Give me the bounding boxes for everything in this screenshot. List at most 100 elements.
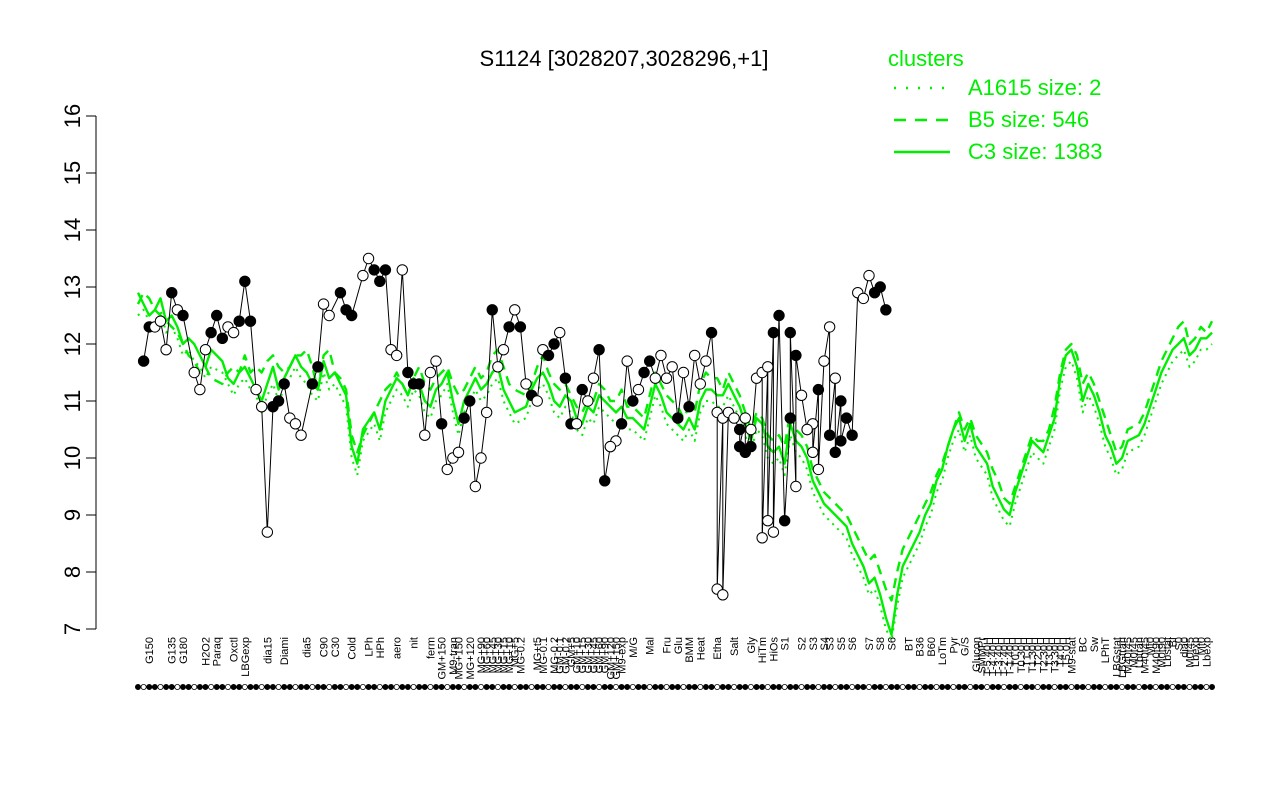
x-marker xyxy=(731,684,738,691)
data-point xyxy=(767,526,780,538)
data-point xyxy=(256,401,268,413)
x-marker xyxy=(253,684,260,691)
data-point xyxy=(469,480,482,493)
x-marker xyxy=(759,684,766,691)
x-tick-label: MG+10 xyxy=(504,637,516,673)
x-tick-label: Glu xyxy=(673,637,685,654)
x-tick-label: GM+150 xyxy=(437,637,449,680)
x-marker xyxy=(764,684,771,691)
x-marker xyxy=(1113,684,1120,691)
x-tick-label: MG+t5 xyxy=(532,637,544,670)
x-marker xyxy=(269,684,276,691)
data-point xyxy=(784,412,796,424)
y-tick-label: 7 xyxy=(60,623,85,635)
x-marker xyxy=(607,684,614,691)
series-line xyxy=(137,308,1213,642)
x-marker xyxy=(208,684,215,691)
x-marker xyxy=(416,684,423,691)
x-tick-label: GM+15 xyxy=(577,637,589,673)
data-point xyxy=(677,366,690,379)
x-tick-label: Sw xyxy=(1089,637,1101,652)
x-marker xyxy=(168,684,175,691)
data-point xyxy=(818,355,830,367)
data-point xyxy=(666,361,678,373)
x-tick-label: MG+15 xyxy=(498,637,510,673)
x-tick-label: Lbtran xyxy=(1134,637,1146,668)
x-marker xyxy=(191,684,198,691)
x-marker xyxy=(882,684,889,691)
data-point xyxy=(486,304,498,316)
points-layer xyxy=(137,252,892,601)
data-point xyxy=(812,383,825,396)
x-tick-label: GM+90 xyxy=(600,637,612,673)
x-tick-label: T-1.40H xyxy=(1005,637,1017,676)
x-tick-label: BMM xyxy=(684,637,696,663)
x-tick-label: GM+30 xyxy=(583,637,595,673)
data-point xyxy=(638,366,650,379)
x-marker xyxy=(950,684,957,691)
x-marker xyxy=(455,684,462,691)
x-marker xyxy=(399,684,406,691)
data-point xyxy=(554,326,566,339)
x-marker xyxy=(624,684,631,691)
data-point xyxy=(728,412,740,424)
x-marker xyxy=(1192,684,1199,691)
data-point xyxy=(548,338,560,350)
x-tick-label: G180 xyxy=(178,637,190,664)
data-point xyxy=(520,378,532,390)
x-marker xyxy=(551,684,558,691)
data-point xyxy=(250,383,262,396)
x-marker xyxy=(1017,684,1024,691)
x-marker xyxy=(179,684,186,691)
x-marker xyxy=(877,684,884,691)
x-tick-label: M40t90 xyxy=(1151,637,1163,674)
x-tick-label: M40t45 xyxy=(1123,637,1135,674)
x-tick-label: T1.30H xyxy=(1027,637,1039,673)
x-marker xyxy=(472,684,479,691)
data-point xyxy=(368,264,380,276)
x-marker xyxy=(1006,684,1013,691)
x-marker xyxy=(545,684,552,691)
x-tick-label: LPhT xyxy=(1100,637,1112,664)
x-tick-label: GM+60 xyxy=(594,637,606,673)
x-marker xyxy=(1147,684,1154,691)
x-tick-label: B60 xyxy=(926,637,938,657)
data-point xyxy=(790,480,802,493)
x-marker xyxy=(331,684,338,691)
data-point xyxy=(683,401,695,413)
x-marker xyxy=(747,684,754,691)
x-tick-label: Mal xyxy=(645,637,657,655)
x-marker xyxy=(219,684,226,691)
data-point xyxy=(306,378,319,390)
x-tick-label: GM+45 xyxy=(588,637,600,673)
x-marker xyxy=(815,684,822,691)
data-point xyxy=(239,275,251,287)
x-tick-label: MG-0.2 xyxy=(549,637,561,674)
x-tick-label: MG+150 xyxy=(454,637,466,680)
data-point xyxy=(672,412,684,424)
data-point xyxy=(857,292,870,305)
data-point xyxy=(272,395,285,407)
x-tick-label: S8 xyxy=(875,637,887,650)
x-tick-label: S3 xyxy=(825,637,837,650)
y-tick-label: 9 xyxy=(60,509,85,521)
x-marker xyxy=(264,684,271,691)
x-tick-label: dia0 xyxy=(1179,637,1191,658)
data-point xyxy=(790,349,802,362)
data-point xyxy=(374,275,386,287)
x-tick-label: T1.0H xyxy=(1021,637,1033,667)
x-tick-label: MG+30 xyxy=(493,637,505,673)
x-tick-label: nit xyxy=(409,637,421,649)
x-tick-label: MG+120 xyxy=(465,637,477,680)
data-point xyxy=(717,589,729,601)
x-marker xyxy=(899,684,906,691)
data-point xyxy=(289,418,302,430)
x-marker xyxy=(641,684,648,691)
x-tick-label: GM-0.2 xyxy=(560,637,572,674)
x-marker xyxy=(1029,684,1036,691)
x-tick-label: S5 xyxy=(836,637,848,650)
x-marker xyxy=(972,684,979,691)
x-tick-label: S3 xyxy=(808,637,820,650)
x-marker xyxy=(697,684,704,691)
